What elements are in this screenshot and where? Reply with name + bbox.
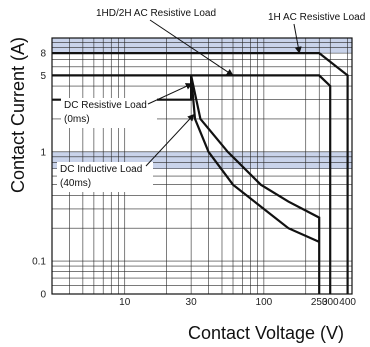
annotations: 1HD/2H AC Resistive Load 1H AC Resistive … bbox=[57, 8, 365, 192]
annotation-1hd-2h-ac-resistive-load: 1HD/2H AC Resistive Load bbox=[96, 8, 216, 19]
annotation-subtext: (0ms) bbox=[64, 114, 90, 125]
y-tick-label: 8 bbox=[40, 49, 46, 60]
annotation-arrow bbox=[149, 19, 234, 76]
x-tick-label: 250 bbox=[311, 297, 328, 308]
annotation-subtext: (40ms) bbox=[60, 178, 91, 189]
shaded-band-2 bbox=[52, 38, 352, 54]
x-tick-label: 400 bbox=[339, 297, 356, 308]
annotation-arrow bbox=[147, 83, 193, 105]
y-axis-title: Contact Current (A) bbox=[8, 37, 28, 193]
plot-frame bbox=[51, 37, 353, 295]
y-tick-label: 5 bbox=[40, 71, 46, 82]
x-tick-label: 300 bbox=[322, 297, 339, 308]
y-tick-labels: 0 0.1 1 5 8 bbox=[32, 49, 46, 301]
x-tick-label: 100 bbox=[256, 297, 273, 308]
x-tick-label: 10 bbox=[119, 297, 131, 308]
series-1hd-2h-ac-resistive-load bbox=[52, 74, 332, 294]
x-axis-title: Contact Voltage (V) bbox=[188, 323, 344, 343]
annotation-arrow bbox=[145, 113, 195, 167]
y-tick-label: 0.1 bbox=[32, 257, 46, 268]
annotation-arrow bbox=[293, 23, 302, 54]
annotation-1h-ac-resistive-load: 1H AC Resistive Load bbox=[268, 12, 365, 23]
y-tick-label: 1 bbox=[40, 147, 46, 158]
series-dc-resistive-load-0ms bbox=[52, 75, 321, 294]
series-dc-inductive-load-40ms bbox=[190, 75, 320, 243]
annotation-background bbox=[61, 98, 157, 128]
x-tick-label: 30 bbox=[186, 297, 198, 308]
annotation-background bbox=[57, 162, 153, 192]
y-tick-label: 0 bbox=[40, 290, 46, 301]
annotation-dc-resistive-load: DC Resistive Load bbox=[64, 100, 147, 111]
annotation-dc-inductive-load: DC Inductive Load bbox=[60, 164, 142, 175]
series-lines bbox=[52, 51, 349, 294]
series-1h-ac-resistive-load bbox=[52, 51, 349, 294]
